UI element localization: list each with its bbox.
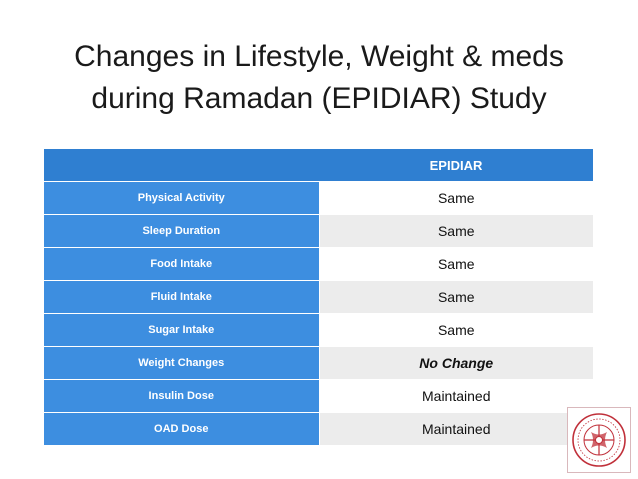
row-value: No Change xyxy=(319,346,593,380)
slide-title-line-1: Changes in Lifestyle, Weight & meds xyxy=(74,40,564,73)
row-label: Insulin Dose xyxy=(44,379,320,413)
seal-graphic xyxy=(572,413,626,467)
institution-seal-icon xyxy=(567,407,631,473)
row-label: Fluid Intake xyxy=(44,280,320,314)
row-label: Sleep Duration xyxy=(44,214,320,248)
row-value: Maintained xyxy=(319,412,593,445)
header-empty-cell xyxy=(44,149,319,182)
comparison-table: EPIDIAR Physical Activity Same Sleep Dur… xyxy=(44,149,593,445)
slide-title-line-2: during Ramadan (EPIDIAR) Study xyxy=(91,82,547,115)
row-value: Same xyxy=(319,313,593,347)
table-row: OAD Dose Maintained xyxy=(44,412,593,445)
row-label: Sugar Intake xyxy=(44,313,320,347)
row-label: Physical Activity xyxy=(44,181,320,215)
slide-title: Changes in Lifestyle, Weight & meds duri… xyxy=(0,36,638,120)
table-row: Weight Changes No Change xyxy=(44,346,593,380)
row-value: Same xyxy=(319,247,593,281)
table-row: Insulin Dose Maintained xyxy=(44,379,593,413)
row-value: Same xyxy=(319,280,593,314)
row-value: Maintained xyxy=(319,379,593,413)
table-row: Sleep Duration Same xyxy=(44,214,593,248)
table-row: Food Intake Same xyxy=(44,247,593,281)
table-row: Sugar Intake Same xyxy=(44,313,593,347)
table-row: Fluid Intake Same xyxy=(44,280,593,314)
table-row: Physical Activity Same xyxy=(44,181,593,215)
row-value: Same xyxy=(319,214,593,248)
row-label: Weight Changes xyxy=(44,346,320,380)
row-label: OAD Dose xyxy=(44,412,320,445)
row-value: Same xyxy=(319,181,593,215)
row-label: Food Intake xyxy=(44,247,320,281)
header-epidiar: EPIDIAR xyxy=(319,149,593,182)
table-header-row: EPIDIAR xyxy=(44,149,593,182)
